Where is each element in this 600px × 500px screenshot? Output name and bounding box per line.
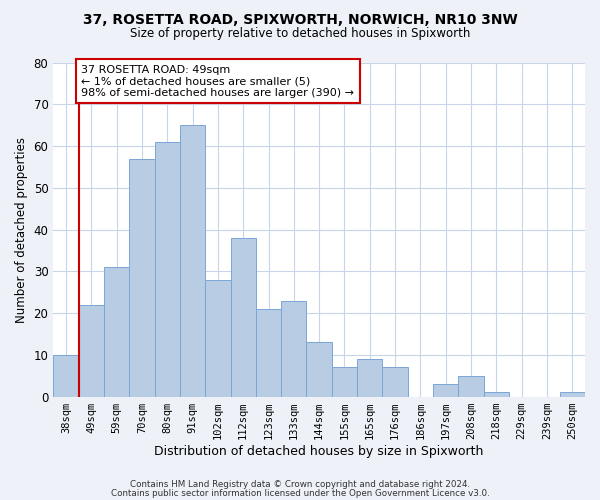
Bar xyxy=(307,342,332,396)
Bar xyxy=(256,309,281,396)
Bar xyxy=(433,384,458,396)
Bar xyxy=(155,142,180,397)
Bar xyxy=(382,368,408,396)
Bar xyxy=(230,238,256,396)
X-axis label: Distribution of detached houses by size in Spixworth: Distribution of detached houses by size … xyxy=(154,444,484,458)
Bar xyxy=(332,368,357,396)
Bar xyxy=(180,125,205,396)
Bar xyxy=(281,300,307,396)
Y-axis label: Number of detached properties: Number of detached properties xyxy=(15,136,28,322)
Bar xyxy=(129,158,155,396)
Text: 37, ROSETTA ROAD, SPIXWORTH, NORWICH, NR10 3NW: 37, ROSETTA ROAD, SPIXWORTH, NORWICH, NR… xyxy=(83,12,517,26)
Bar xyxy=(484,392,509,396)
Bar xyxy=(79,304,104,396)
Bar xyxy=(53,355,79,397)
Text: Contains public sector information licensed under the Open Government Licence v3: Contains public sector information licen… xyxy=(110,489,490,498)
Bar xyxy=(560,392,585,396)
Text: Size of property relative to detached houses in Spixworth: Size of property relative to detached ho… xyxy=(130,28,470,40)
Bar xyxy=(357,359,382,397)
Text: Contains HM Land Registry data © Crown copyright and database right 2024.: Contains HM Land Registry data © Crown c… xyxy=(130,480,470,489)
Text: 37 ROSETTA ROAD: 49sqm
← 1% of detached houses are smaller (5)
98% of semi-detac: 37 ROSETTA ROAD: 49sqm ← 1% of detached … xyxy=(81,64,354,98)
Bar xyxy=(104,267,129,396)
Bar xyxy=(205,280,230,396)
Bar xyxy=(458,376,484,396)
